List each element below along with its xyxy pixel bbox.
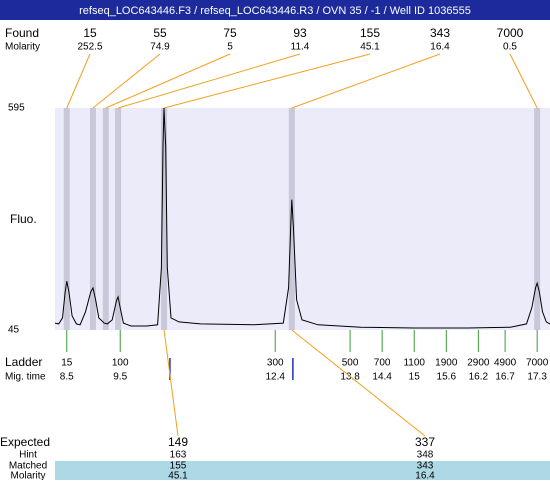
y-tick-label: 595 (8, 103, 25, 114)
matched-value: 343 (417, 461, 434, 472)
hint-label: Hint (19, 450, 37, 461)
ladder-size: 1900 (435, 358, 458, 369)
found-connector (509, 53, 538, 109)
found-peak-band (89, 108, 96, 330)
found-size: 343 (430, 26, 450, 40)
ladder-time: 9.5 (113, 372, 127, 383)
found-size: 7000 (497, 26, 524, 40)
ladder-size: 4900 (494, 358, 517, 369)
found-peak-band (161, 108, 168, 330)
found-molarity: 252.5 (77, 42, 102, 53)
found-connector (291, 53, 441, 109)
ladder-size: 1100 (403, 358, 425, 369)
found-size: 155 (360, 26, 380, 40)
ladder-time: 14.4 (372, 372, 392, 383)
ladder-time: 15.6 (437, 372, 457, 383)
ladder-size: 300 (267, 358, 284, 369)
trace-line (54, 107, 550, 329)
found-connector (163, 53, 371, 109)
match-connector (291, 329, 426, 437)
found-molarity: 11.4 (291, 42, 310, 53)
ladder-size: 700 (374, 358, 391, 369)
found-peak-band (115, 108, 122, 330)
found-molarity: 5 (227, 42, 233, 53)
ladder-time: 8.5 (60, 372, 74, 383)
found-molarity: 16.4 (430, 42, 450, 53)
found-molarity-label: Molarity (5, 42, 40, 53)
header-title: refseq_LOC643446.F3 / refseq_LOC643446.R… (79, 5, 471, 17)
ladder-time: 17.3 (527, 372, 547, 383)
ladder-time: 15 (409, 372, 421, 383)
found-molarity: 74.9 (150, 42, 170, 53)
hint-value: 348 (417, 450, 434, 461)
found-peak-band (288, 108, 295, 330)
ladder-time: 16.2 (469, 372, 489, 383)
ladder-size: 100 (112, 358, 129, 369)
found-size: 55 (153, 26, 167, 40)
found-molarity: 45.1 (360, 42, 380, 53)
ladder-time: 16.7 (495, 372, 515, 383)
found-size: 93 (293, 26, 307, 40)
found-connector (117, 53, 301, 109)
found-size: 75 (223, 26, 237, 40)
found-connector (66, 53, 91, 109)
expected-size: 149 (168, 435, 188, 449)
match-connector (163, 329, 179, 437)
matched-rows-bg (55, 461, 550, 480)
found-peak-band (102, 108, 109, 330)
ladder-time-label: Mig. time (5, 372, 46, 383)
found-size: 15 (83, 26, 97, 40)
ladder-size: 2900 (467, 358, 490, 369)
y-tick-label: 45 (8, 325, 20, 336)
ladder-time: 12.4 (266, 372, 286, 383)
hint-value: 163 (170, 450, 187, 461)
ladder-size: 7000 (526, 358, 549, 369)
ladder-size: 500 (342, 358, 359, 369)
molarity-label: Molarity (10, 471, 45, 480)
expected-size: 337 (415, 435, 435, 449)
plot-area (55, 108, 550, 330)
molarity-value: 16.4 (415, 471, 435, 480)
found-peak-band (63, 108, 70, 330)
matched-label: Matched (9, 461, 47, 472)
ladder-label: Ladder (5, 355, 42, 369)
found-molarity: 0.5 (503, 42, 517, 53)
found-peak-band (534, 108, 541, 330)
found-connector (105, 53, 231, 109)
found-label: Found (5, 26, 39, 40)
header-bar (0, 0, 550, 20)
found-connector (92, 53, 161, 109)
ladder-size: 15 (61, 358, 73, 369)
molarity-value: 45.1 (168, 471, 188, 480)
matched-value: 155 (170, 461, 187, 472)
y-axis-label: Fluo. (10, 212, 37, 226)
expected-label: Expected (0, 435, 50, 449)
